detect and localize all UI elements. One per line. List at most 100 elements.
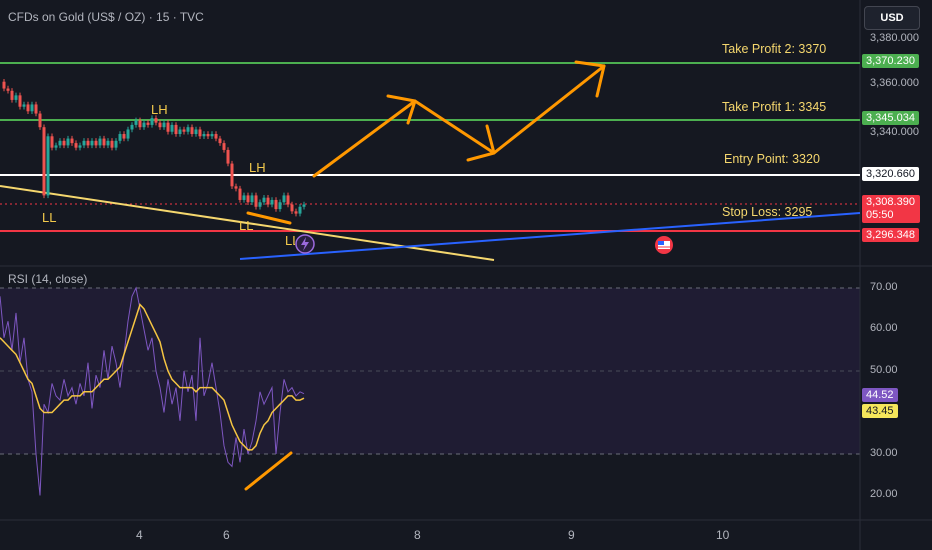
candle-body: [134, 120, 138, 125]
candle-body: [298, 206, 302, 214]
price-axis-label: 3,360.000: [870, 77, 919, 89]
arrow-head-3: [574, 60, 606, 98]
ll-label-1: LL: [42, 210, 57, 225]
candle-body: [250, 195, 254, 203]
candle-body: [94, 140, 98, 146]
candle-body: [38, 113, 42, 128]
countdown-value: 05:50: [866, 209, 894, 221]
candle-body: [254, 195, 258, 207]
tp1-price-tag: 3,345.034: [862, 111, 919, 125]
rsi-value-tag: 44.52: [862, 388, 898, 402]
candle-body: [238, 188, 242, 200]
candle-body: [82, 140, 86, 146]
candle-body: [294, 211, 298, 214]
candle-body: [26, 104, 30, 112]
candle-body: [170, 124, 174, 132]
rsi-line: [0, 286, 305, 496]
take-profit-1-label: Take Profit 1: 3345: [722, 100, 827, 114]
candle-body: [22, 104, 26, 107]
candle-body: [158, 122, 162, 128]
ll-label-3: LL: [285, 233, 295, 248]
chart-title: CFDs on Gold (US$ / OZ) · 15 · TVC: [8, 10, 204, 24]
candle-body: [202, 134, 206, 137]
candle-body: [78, 145, 82, 148]
candle-body: [86, 140, 90, 146]
last-price-value: 3,308.390: [866, 196, 915, 208]
candle-body: [110, 140, 114, 148]
candle-body: [286, 195, 290, 205]
candle-body: [278, 202, 282, 210]
lh-label-2: LH: [249, 160, 266, 175]
candle-body: [18, 95, 22, 107]
price-axis-label: 3,340.000: [870, 126, 919, 138]
price-divergence-line[interactable]: [246, 211, 292, 225]
candle-body: [218, 138, 222, 144]
us-flag-icon[interactable]: [655, 236, 673, 254]
last-price-tag: 3,308.390 05:50: [862, 195, 920, 223]
x-axis-label: 9: [568, 528, 575, 542]
arrow-head-1: [386, 94, 417, 125]
candle-body: [138, 120, 142, 128]
candle-body: [166, 122, 170, 132]
entry-label: Entry Point: 3320: [724, 152, 820, 166]
candle-body: [182, 129, 186, 132]
candle-body: [178, 129, 182, 135]
candle-body: [142, 122, 146, 128]
candle-body: [106, 140, 110, 146]
lh-label-1: LH: [151, 102, 168, 117]
candle-body: [246, 195, 250, 203]
rsi-ma-tag: 43.45: [862, 404, 898, 418]
x-axis-label: 6: [223, 528, 230, 542]
candle-body: [206, 134, 210, 137]
price-axis-label: 3,380.000: [870, 32, 919, 44]
lightning-icon[interactable]: [295, 234, 315, 254]
candle-body: [154, 118, 158, 123]
candle-body: [30, 104, 34, 112]
candle-body: [146, 122, 150, 125]
candle-body: [190, 127, 194, 135]
candle-body: [54, 145, 58, 148]
candle-body: [186, 127, 190, 132]
currency-button[interactable]: USD: [864, 6, 920, 30]
yellow-trendline[interactable]: [0, 185, 495, 261]
x-axis-label: 10: [716, 528, 730, 542]
candle-body: [118, 134, 122, 141]
candle-body: [114, 140, 118, 148]
projection-arrow-path[interactable]: [312, 64, 606, 178]
candle-body: [42, 127, 46, 196]
candle-body: [266, 197, 270, 205]
rsi-title: RSI (14, close): [8, 272, 88, 286]
candle-body: [174, 124, 178, 135]
rsi-axis-label: 30.00: [870, 447, 898, 459]
rsi-ma-line: [0, 303, 305, 451]
candle-body: [270, 199, 274, 205]
candle-body: [198, 129, 202, 137]
sl-price-tag: 3,296.348: [862, 228, 919, 242]
tp2-price-tag: 3,370.230: [862, 54, 919, 68]
candle-body: [126, 129, 130, 139]
rsi-divergence-line[interactable]: [244, 451, 293, 491]
candle-body: [162, 122, 166, 128]
entry-price-tag: 3,320.660: [862, 167, 919, 181]
candle-body: [70, 138, 74, 144]
ll-label-2: LL: [239, 218, 254, 233]
candle-body: [290, 204, 294, 212]
candle-body: [102, 138, 106, 146]
rsi-band: [0, 288, 860, 454]
candle-body: [98, 138, 102, 146]
candle-body: [274, 199, 278, 210]
candle-body: [10, 90, 14, 100]
candle-body: [210, 134, 214, 137]
candle-body: [66, 138, 70, 146]
blue-trendline[interactable]: [239, 212, 861, 260]
rsi-axis-label: 70.00: [870, 281, 898, 293]
x-axis-label: 4: [136, 528, 143, 542]
candle-body: [222, 143, 226, 150]
x-axis-label: 8: [414, 528, 421, 542]
candle-body: [230, 163, 234, 187]
price-series: [2, 78, 306, 217]
candle-body: [74, 143, 78, 148]
candle-body: [226, 149, 230, 164]
candle-body: [242, 195, 246, 200]
